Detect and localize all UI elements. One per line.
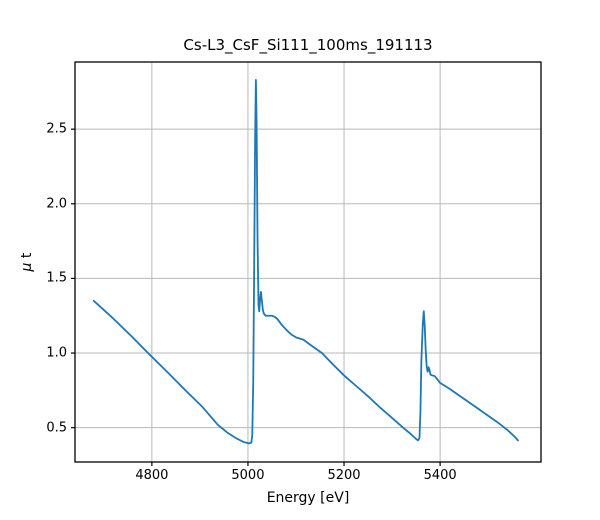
y-tick-label: 0.5	[46, 420, 67, 436]
x-tick-label: 5200	[327, 468, 361, 483]
data-line	[92, 79, 519, 445]
y-tick-label: 2.0	[46, 196, 67, 212]
mu-symbol: μ	[19, 262, 35, 272]
y-tick-label: 1.0	[46, 345, 67, 361]
y-axis-label: μ t	[19, 252, 35, 272]
grid-layer	[75, 62, 541, 462]
x-tick-label: 5000	[231, 468, 265, 483]
y-tick-label: 1.5	[46, 270, 67, 286]
plot-frame	[74, 61, 542, 463]
x-axis-label: Energy [eV]	[266, 490, 350, 506]
chart-title: Cs-L3_CsF_Si111_100ms_191113	[183, 36, 433, 54]
tick-layer	[71, 128, 441, 466]
x-tick-label: 5400	[423, 468, 457, 483]
y-tick-label: 2.5	[46, 121, 67, 137]
x-tick-label: 4800	[135, 468, 169, 483]
